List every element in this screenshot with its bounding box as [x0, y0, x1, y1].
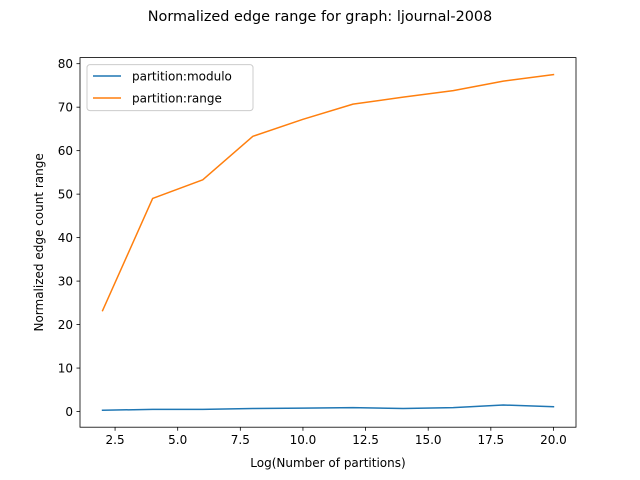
y-tick-label: 60 [58, 144, 73, 158]
series-line-0 [101, 404, 555, 412]
y-tick-label: 70 [58, 100, 73, 114]
axes-frame [79, 57, 577, 428]
y-tick-label: 0 [65, 405, 73, 419]
legend-box [86, 64, 254, 112]
y-tick-label: 40 [58, 231, 73, 245]
x-tick-label: 10.0 [290, 433, 317, 447]
y-tick-label: 10 [58, 361, 73, 375]
y-tick-label: 80 [58, 57, 73, 71]
legend: partition:modulo partition:range [86, 64, 254, 112]
y-tick-label: 30 [58, 274, 73, 288]
x-axis-ticks: 2.5 5.0 7.5 10.0 12.5 15.0 17.5 20.0 [106, 427, 567, 447]
legend-label-1: partition:range [132, 91, 222, 105]
series-layer [101, 73, 555, 412]
x-tick-label: 7.5 [231, 433, 250, 447]
x-axis-label: Log(Number of partitions) [250, 456, 405, 470]
x-tick-label: 12.5 [352, 433, 379, 447]
x-tick-label: 5.0 [168, 433, 187, 447]
y-axis-ticks: 0 10 20 30 40 50 60 70 80 [58, 57, 80, 419]
x-tick-label: 2.5 [106, 433, 125, 447]
chart-title: Normalized edge range for graph: ljourna… [148, 9, 492, 25]
x-tick-label: 17.5 [477, 433, 504, 447]
series-line-1 [101, 73, 555, 312]
y-tick-label: 50 [58, 187, 73, 201]
x-tick-label: 20.0 [540, 433, 567, 447]
plot-area: 2.5 5.0 7.5 10.0 12.5 15.0 17.5 20.0 0 10 20 30 40 5… [58, 57, 577, 447]
legend-label-0: partition:modulo [132, 69, 232, 83]
y-axis-label: Normalized edge count range [32, 153, 46, 331]
y-tick-label: 20 [58, 318, 73, 332]
x-tick-label: 15.0 [415, 433, 442, 447]
